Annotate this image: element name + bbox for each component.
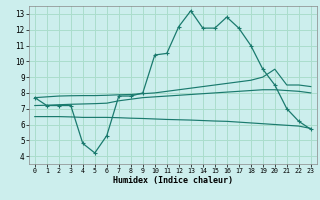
X-axis label: Humidex (Indice chaleur): Humidex (Indice chaleur) [113,176,233,185]
